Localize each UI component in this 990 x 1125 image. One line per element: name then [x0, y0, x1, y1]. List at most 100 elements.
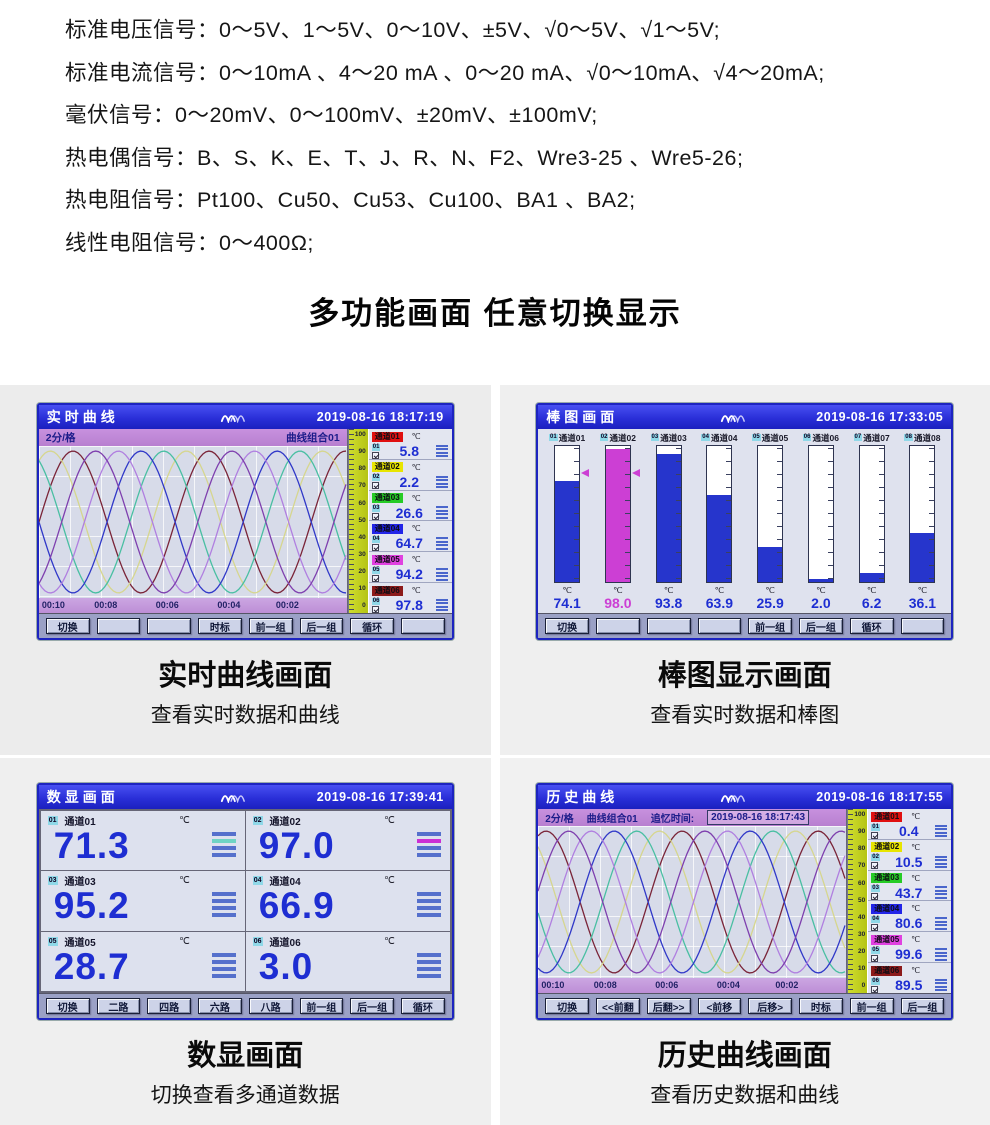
channel-checkbox[interactable] [372, 544, 379, 551]
channel-id-badge: 01 [549, 434, 558, 441]
channel-checkbox[interactable] [871, 893, 878, 900]
titlebar: 实时曲线 2019-08-16 18:17:19 [39, 405, 452, 429]
channel-value: 26.6 [383, 505, 436, 521]
button-cycle[interactable]: 循环 [350, 618, 394, 634]
channel-checkbox[interactable] [871, 955, 878, 962]
unit-label: ℃ [412, 586, 421, 595]
channel-value: 97.8 [383, 597, 436, 613]
screen-title: 实时曲线 [47, 407, 119, 427]
brand-logo-icon [720, 790, 746, 803]
channel-checkbox[interactable] [372, 513, 379, 520]
brand-logo-icon [720, 410, 746, 423]
screen-title: 历史曲线 [546, 787, 618, 807]
bar-fill [606, 449, 630, 582]
button-4ch[interactable]: 四路 [147, 998, 191, 1014]
channel-name-badge: 通道06 [871, 966, 902, 976]
channel-checkbox[interactable] [372, 575, 379, 582]
button-blank[interactable] [401, 618, 445, 634]
button-6ch[interactable]: 六路 [198, 998, 242, 1014]
channel-checkbox[interactable] [372, 452, 379, 459]
button-switch[interactable]: 切换 [46, 618, 90, 634]
unit-label: ℃ [911, 904, 920, 913]
button-prev-group[interactable]: 前一组 [850, 998, 894, 1014]
caption-title: 数显画面 [187, 1032, 303, 1074]
menu-lines-icon [212, 892, 236, 917]
bar-track [554, 445, 580, 583]
button-cycle[interactable]: 循环 [850, 618, 894, 634]
channel-id-badge: 04 [253, 876, 263, 885]
button-prev-group[interactable]: 前一组 [748, 618, 792, 634]
bar-track [656, 445, 682, 583]
bar-fill [657, 454, 681, 581]
button-blank[interactable] [97, 618, 141, 634]
bar-track [605, 445, 631, 583]
time-axis: 00:10 00:08 00:06 00:04 00:02 [538, 978, 846, 993]
button-next-group[interactable]: 后一组 [901, 998, 945, 1014]
menu-lines-icon [436, 506, 448, 519]
channel-id-badge: 07 [854, 434, 863, 441]
curve-group-label: 曲线组合01 [286, 430, 340, 445]
button-page-back[interactable]: <<前翻 [596, 998, 640, 1014]
bar-value: 2.0 [811, 595, 830, 611]
channel-checkbox[interactable] [871, 986, 878, 993]
time-tick: 00:06 [156, 600, 179, 610]
caption-subtitle: 查看实时数据和棒图 [650, 699, 839, 729]
recall-time-value: 2019-08-16 18:17:43 [707, 810, 809, 825]
button-blank[interactable] [698, 618, 742, 634]
button-8ch[interactable]: 八路 [249, 998, 293, 1014]
button-blank[interactable] [901, 618, 945, 634]
channel-id-badge: 03 [372, 505, 381, 512]
button-timescale[interactable]: 时标 [799, 998, 843, 1014]
channel-value: 5.8 [383, 443, 436, 459]
section-title: 多功能画面 任意切换显示 [0, 288, 990, 333]
button-move-back[interactable]: <前移 [698, 998, 742, 1014]
button-next-group[interactable]: 后一组 [350, 998, 394, 1014]
button-move-forward[interactable]: 后移> [748, 998, 792, 1014]
channel-name: 通道07 [863, 432, 889, 444]
button-switch[interactable]: 切换 [545, 998, 589, 1014]
panel-history: 历史曲线 2019-08-16 18:17:55 2分/格 曲线组合01 追忆时… [500, 758, 990, 1125]
channel-checkbox[interactable] [871, 862, 878, 869]
button-switch[interactable]: 切换 [46, 998, 90, 1014]
button-blank[interactable] [147, 618, 191, 634]
channel-name-badge: 通道02 [871, 842, 902, 852]
channel-id-badge: 02 [600, 434, 609, 441]
spec-line-thermocouple: 热电偶信号：B、S、K、E、T、J、R、N、F2、Wre3-25 、Wre5-2… [65, 137, 990, 180]
time-tick: 00:02 [775, 980, 798, 990]
unit-label: ℃ [867, 585, 877, 595]
button-blank[interactable] [647, 618, 691, 634]
button-prev-group[interactable]: 前一组 [249, 618, 293, 634]
button-blank[interactable] [596, 618, 640, 634]
spec-line-millivolt: 毫伏信号：0～20mV、0～100mV、±20mV、±100mV; [65, 94, 990, 137]
channel-checkbox[interactable] [871, 924, 878, 931]
button-2ch[interactable]: 二路 [97, 998, 141, 1014]
channel-name-badge: 通道04 [871, 904, 902, 914]
button-cycle[interactable]: 循环 [401, 998, 445, 1014]
channel-name-badge: 通道02 [372, 462, 403, 472]
channel-checkbox[interactable] [372, 606, 379, 613]
spec-line-voltage: 标准电压信号：0～5V、1～5V、0～10V、±5V、√0～5V、√1～5V; [65, 9, 990, 52]
button-page-forward[interactable]: 后翻>> [647, 998, 691, 1014]
button-switch[interactable]: 切换 [545, 618, 589, 634]
spec-line-current: 标准电流信号：0～10mA 、4～20 mA 、0～20 mA、√0～10mA、… [65, 52, 990, 95]
button-prev-group[interactable]: 前一组 [300, 998, 344, 1014]
channel-checkbox[interactable] [372, 482, 379, 489]
screen-history-curve: 历史曲线 2019-08-16 18:17:55 2分/格 曲线组合01 追忆时… [536, 783, 953, 1020]
alarm-marker-icon [632, 469, 640, 477]
button-next-group[interactable]: 后一组 [300, 618, 344, 634]
channel-checkbox[interactable] [871, 832, 878, 839]
channel-id-badge: 03 [871, 885, 880, 892]
button-next-group[interactable]: 后一组 [799, 618, 843, 634]
button-timescale[interactable]: 时标 [198, 618, 242, 634]
